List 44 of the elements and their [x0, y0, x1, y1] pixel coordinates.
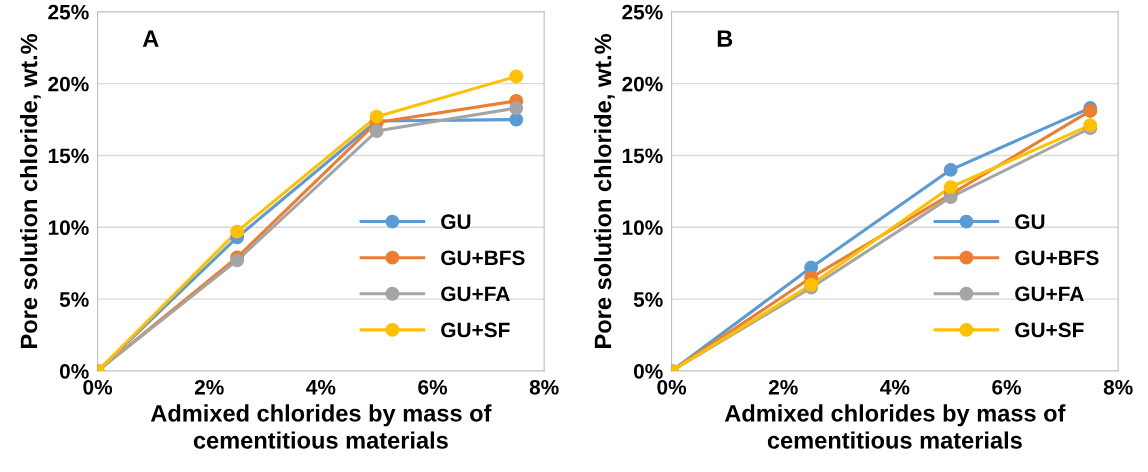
legend-label: GU+BFS [1015, 250, 1099, 266]
x-tick-label: 6% [992, 379, 1022, 395]
y-axis-title: Pore solution chloride, wt.% [593, 33, 615, 348]
y-tick-label: 20% [622, 76, 663, 92]
y-tick-label: 25% [48, 4, 89, 20]
annotation: B [717, 30, 733, 47]
legend-label: GU+SF [441, 322, 510, 338]
x-tick-label: 6% [418, 379, 448, 395]
y-tick-label: 15% [622, 148, 663, 164]
point [509, 69, 524, 84]
y-tick-label: 5% [633, 292, 663, 307]
point [369, 109, 384, 124]
x-tick-label: 4% [306, 379, 336, 395]
x-tick-label: 2% [194, 379, 224, 395]
y-tick-label: 20% [48, 76, 89, 92]
x-axis-title: Admixed chlorides by mass of cementitious materials [724, 404, 1066, 449]
x-axis-title: Admixed chlorides by mass of cementitious materials [150, 404, 492, 449]
point [369, 124, 384, 138]
point [943, 180, 958, 195]
x-tick-label: 8% [529, 379, 559, 395]
y-tick-label: 5% [59, 292, 89, 307]
point [943, 162, 958, 177]
legend-label: GU+FA [1015, 286, 1084, 302]
x-tick-label: 4% [880, 379, 910, 395]
y-axis-title: Pore solution chloride, wt.% [19, 33, 41, 348]
y-tick-label: 0% [59, 363, 89, 379]
legend-label: GU [441, 214, 471, 230]
y-tick-label: 10% [622, 220, 663, 236]
legend-label: GU+SF [1015, 322, 1084, 338]
point [509, 112, 524, 127]
x-tick-label: 0% [657, 379, 687, 395]
legend-label: GU+BFS [441, 250, 525, 266]
x-tick-label: 0% [83, 379, 113, 395]
legend-label: GU [1015, 214, 1045, 230]
point [230, 224, 245, 239]
legend-label: GU+FA [441, 286, 510, 302]
y-tick-label: 10% [48, 220, 89, 236]
x-tick-label: 8% [1103, 379, 1133, 395]
y-tick-label: 25% [622, 4, 663, 20]
annotation: A [142, 30, 159, 47]
y-tick-label: 15% [48, 148, 89, 164]
y-tick-label: 0% [633, 363, 663, 379]
point [509, 101, 524, 116]
x-tick-label: 2% [768, 379, 798, 395]
